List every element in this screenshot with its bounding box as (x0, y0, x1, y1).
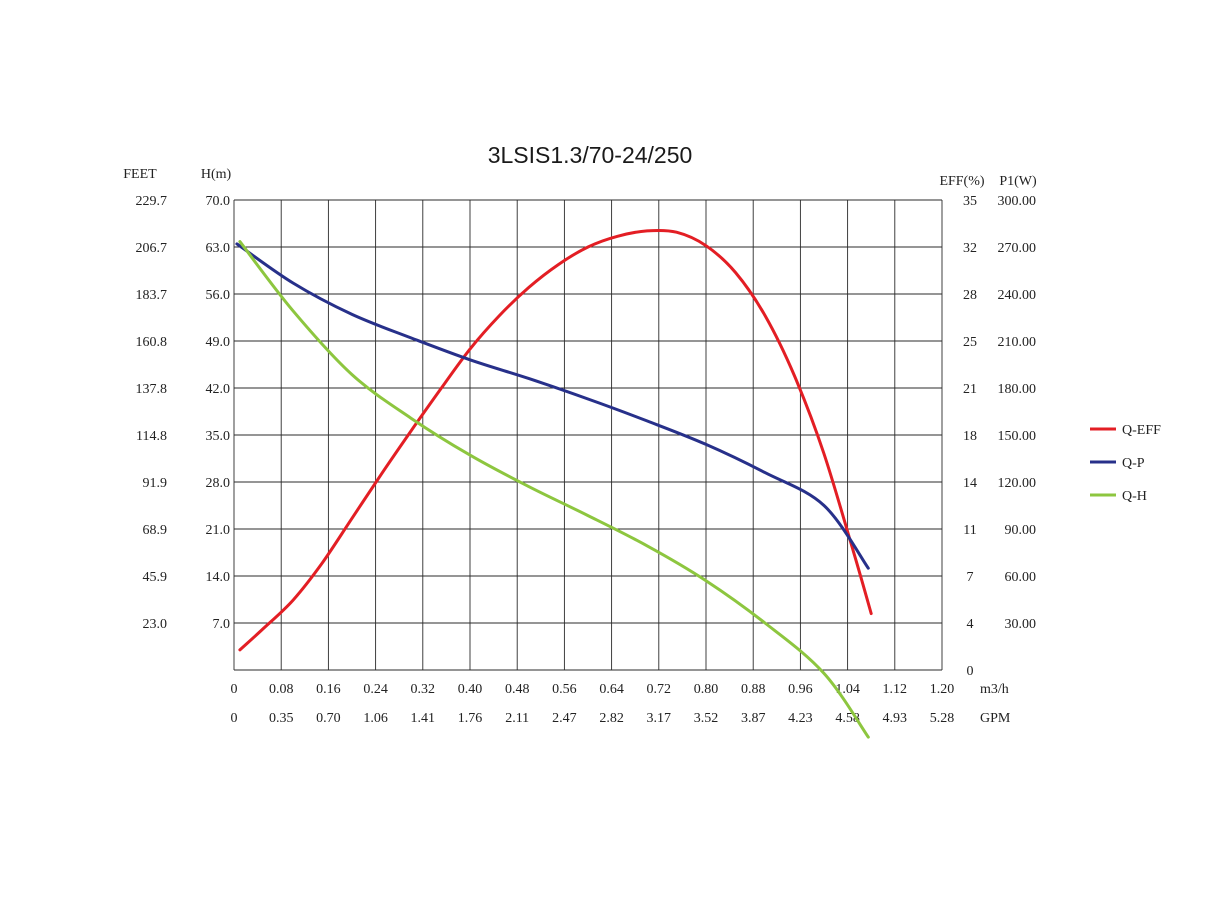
feet-axis-label: FEET (123, 167, 157, 182)
x-secondary-unit-label: GPM (980, 711, 1011, 726)
series-line-q-eff (238, 228, 873, 652)
feet-tick-label: 183.7 (136, 288, 168, 303)
grid (233, 199, 943, 671)
x-tick-label: 0.32 (411, 682, 436, 697)
feet-tick-label: 114.8 (136, 429, 167, 444)
series-lines (235, 228, 873, 739)
eff-tick-label: 28 (963, 288, 977, 303)
head-tick-label: 7.0 (213, 617, 231, 632)
x-tick-label: 0.08 (269, 682, 294, 697)
power-tick-label: 150.00 (998, 429, 1037, 444)
x-tick-label: 0.40 (458, 682, 483, 697)
power-tick-label: 300.00 (998, 194, 1037, 209)
eff-tick-label: 25 (963, 335, 977, 350)
gpm-tick-label: 3.17 (647, 711, 672, 726)
eff-tick-label: 4 (967, 617, 974, 632)
head-tick-label: 35.0 (206, 429, 231, 444)
legend-label-q-eff: Q-EFF (1122, 423, 1161, 438)
feet-tick-label: 206.7 (136, 241, 168, 256)
eff-tick-label: 35 (963, 194, 977, 209)
gpm-tick-label: 1.41 (411, 711, 436, 726)
head-tick-label: 28.0 (206, 476, 231, 491)
x-tick-label: 0 (231, 682, 238, 697)
eff-tick-label: 32 (963, 241, 977, 256)
power-tick-label: 240.00 (998, 288, 1037, 303)
series-line-q-p (235, 242, 870, 570)
x-tick-label: 1.04 (835, 682, 860, 697)
x-tick-label: 1.20 (930, 682, 955, 697)
legend-label-q-h: Q-H (1122, 489, 1147, 504)
gpm-tick-label: 2.11 (505, 711, 529, 726)
series-line-q-h (238, 240, 870, 739)
feet-tick-label: 45.9 (143, 570, 168, 585)
head-tick-label: 49.0 (206, 335, 231, 350)
x-tick-label: 0.64 (599, 682, 624, 697)
power-tick-label: 270.00 (998, 241, 1037, 256)
gpm-tick-label: 0.35 (269, 711, 294, 726)
gpm-tick-label: 1.06 (363, 711, 388, 726)
power-tick-label: 210.00 (998, 335, 1037, 350)
x-tick-label: 0.80 (694, 682, 719, 697)
gpm-tick-label: 0.70 (316, 711, 341, 726)
eff-tick-label: 18 (963, 429, 977, 444)
gpm-tick-label: 2.82 (599, 711, 624, 726)
x-tick-label: 0.72 (647, 682, 672, 697)
feet-tick-label: 160.8 (136, 335, 168, 350)
head-tick-label: 21.0 (206, 523, 231, 538)
eff-tick-label: 11 (963, 523, 976, 538)
head-tick-label: 56.0 (206, 288, 231, 303)
eff-tick-label: 14 (963, 476, 977, 491)
feet-tick-label: 23.0 (143, 617, 168, 632)
eff-tick-label: 0 (967, 664, 974, 679)
gpm-tick-label: 0 (231, 711, 238, 726)
feet-tick-label: 91.9 (143, 476, 168, 491)
legend: Q-EFF Q-P Q-H (1090, 423, 1161, 504)
x-tick-label: 1.12 (883, 682, 908, 697)
head-axis-label: H(m) (201, 167, 232, 182)
x-tick-label: 0.56 (552, 682, 577, 697)
x-primary-unit-label: m3/h (980, 682, 1009, 697)
gpm-tick-label: 4.23 (788, 711, 813, 726)
x-tick-label: 0.24 (363, 682, 388, 697)
x-tick-label: 0.88 (741, 682, 766, 697)
gpm-tick-label: 1.76 (458, 711, 483, 726)
x-tick-label: 0.16 (316, 682, 341, 697)
power-tick-label: 180.00 (998, 382, 1037, 397)
head-tick-label: 70.0 (206, 194, 231, 209)
gpm-tick-label: 3.52 (694, 711, 719, 726)
gpm-tick-label: 5.28 (930, 711, 955, 726)
chart-title: 3LSIS1.3/70-24/250 (488, 142, 693, 168)
tick-labels: 0 0.08 0.16 0.24 0.32 0.40 0.48 0.56 0.64 0.72 0.8… (136, 194, 1037, 726)
power-tick-label: 90.00 (1005, 523, 1037, 538)
power-axis-label: P1(W) (999, 174, 1037, 189)
feet-tick-label: 229.7 (136, 194, 168, 209)
feet-tick-label: 68.9 (143, 523, 168, 538)
eff-tick-label: 7 (967, 570, 974, 585)
power-tick-label: 60.00 (1005, 570, 1037, 585)
gpm-tick-label: 3.87 (741, 711, 766, 726)
power-tick-label: 30.00 (1005, 617, 1037, 632)
x-tick-label: 0.96 (788, 682, 813, 697)
legend-label-q-p: Q-P (1122, 456, 1145, 471)
gpm-tick-label: 2.47 (552, 711, 577, 726)
power-tick-label: 120.00 (998, 476, 1037, 491)
x-tick-label: 0.48 (505, 682, 530, 697)
gpm-tick-label: 4.93 (883, 711, 908, 726)
head-tick-label: 14.0 (206, 570, 231, 585)
eff-tick-label: 21 (963, 382, 977, 397)
head-tick-label: 42.0 (206, 382, 231, 397)
head-tick-label: 63.0 (206, 241, 231, 256)
eff-axis-label: EFF(%) (939, 174, 984, 189)
feet-tick-label: 137.8 (136, 382, 168, 397)
